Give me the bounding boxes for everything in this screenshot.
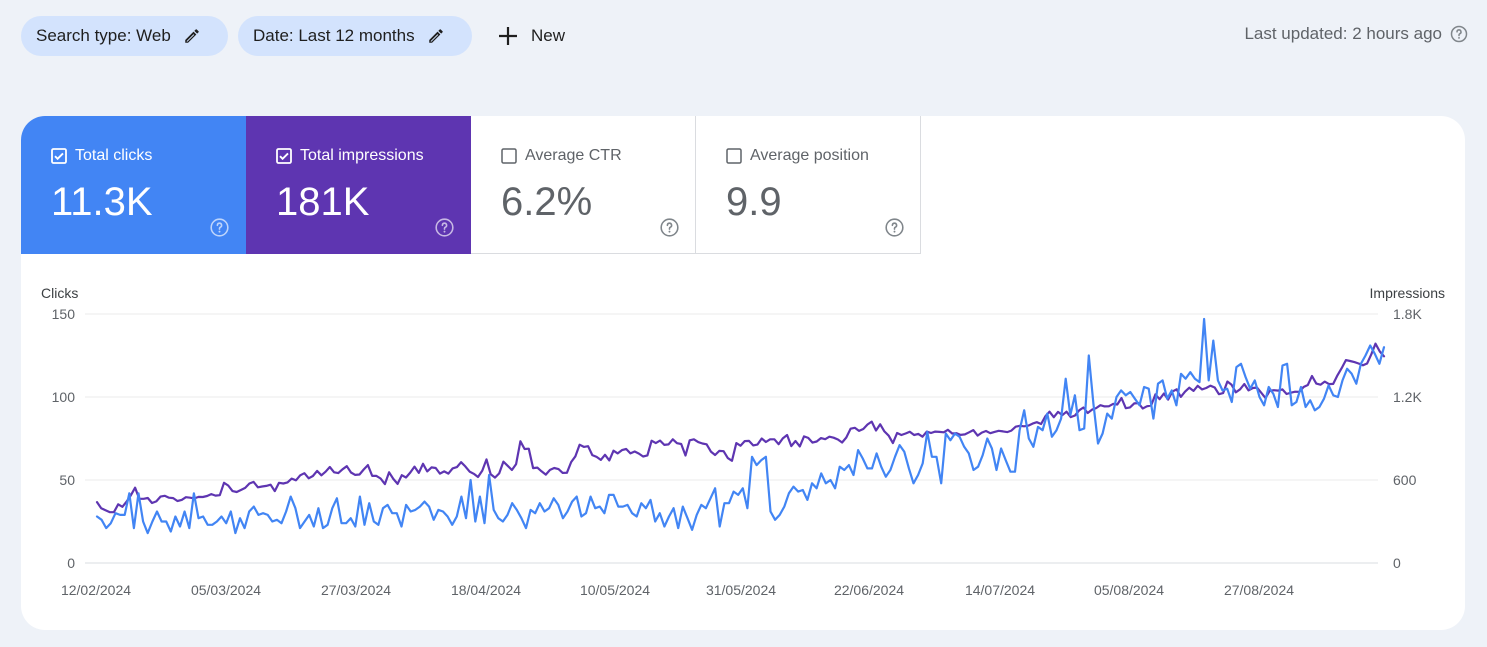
checkbox-unchecked-icon[interactable] — [501, 148, 517, 164]
help-icon[interactable] — [209, 217, 230, 238]
plus-icon — [499, 27, 517, 45]
metric-total-clicks[interactable]: Total clicks 11.3K — [21, 116, 246, 254]
search-type-filter-chip[interactable]: Search type: Web — [21, 16, 228, 56]
x-tick-label: 27/08/2024 — [1224, 582, 1294, 598]
y-right-tick-label: 600 — [1393, 472, 1417, 488]
edit-pencil-icon[interactable] — [183, 27, 201, 45]
y-right-tick-label: 1.2K — [1393, 389, 1422, 405]
y-right-tick-label: 0 — [1393, 555, 1401, 571]
y-left-tick-label: 100 — [52, 389, 76, 405]
x-tick-label: 12/02/2024 — [61, 582, 131, 598]
x-tick-label: 10/05/2024 — [580, 582, 650, 598]
metric-label: Total clicks — [75, 147, 153, 164]
help-icon[interactable] — [434, 217, 455, 238]
checkbox-unchecked-icon[interactable] — [726, 148, 742, 164]
x-tick-label: 14/07/2024 — [965, 582, 1035, 598]
impressions-series-line — [95, 342, 1386, 514]
new-filter-label: New — [531, 26, 566, 45]
help-icon[interactable] — [884, 217, 905, 238]
y-left-tick-label: 0 — [67, 555, 75, 571]
date-filter-chip[interactable]: Date: Last 12 months — [238, 16, 472, 56]
metric-value: 11.3K — [51, 180, 153, 224]
x-tick-label: 18/04/2024 — [451, 582, 521, 598]
new-filter-button[interactable]: New — [496, 22, 565, 50]
performance-line-chart: 150 1.8K 100 1.2K 50 600 0 0 Clicks Impressions 12… — [41, 285, 1445, 598]
x-tick-label: 05/08/2024 — [1094, 582, 1164, 598]
y-right-tick-label: 1.8K — [1393, 306, 1422, 322]
metric-label: Average CTR — [525, 147, 622, 164]
last-updated-text: Last updated: 2 hours ago — [1244, 24, 1442, 43]
clicks-series-line — [95, 317, 1386, 535]
metric-total-impressions[interactable]: Total impressions 181K — [246, 116, 471, 254]
metric-average-position[interactable]: Average position 9.9 — [696, 116, 921, 254]
checkbox-checked-icon[interactable] — [51, 148, 67, 164]
metric-label: Total impressions — [300, 147, 424, 164]
metric-average-ctr[interactable]: Average CTR 6.2% — [471, 116, 696, 254]
help-icon[interactable] — [1449, 24, 1469, 44]
search-type-filter-label: Search type: Web — [36, 26, 171, 45]
y-left-axis-title: Clicks — [41, 285, 78, 301]
help-icon[interactable] — [659, 217, 680, 238]
date-filter-label: Date: Last 12 months — [253, 26, 415, 45]
metric-value: 181K — [276, 180, 370, 224]
metric-value: 9.9 — [726, 180, 782, 224]
x-tick-label: 27/03/2024 — [321, 582, 391, 598]
y-left-tick-label: 50 — [59, 472, 75, 488]
last-updated-status: Last updated: 2 hours ago — [1244, 24, 1469, 44]
x-tick-label: 22/06/2024 — [834, 582, 904, 598]
edit-pencil-icon[interactable] — [427, 27, 445, 45]
x-tick-label: 31/05/2024 — [706, 582, 776, 598]
checkbox-checked-icon[interactable] — [276, 148, 292, 164]
y-right-axis-title: Impressions — [1370, 285, 1445, 301]
metric-value: 6.2% — [501, 180, 593, 224]
metric-label: Average position — [750, 147, 869, 164]
performance-card: Total clicks 11.3K Total impressions 181… — [21, 116, 1465, 630]
x-tick-label: 05/03/2024 — [191, 582, 261, 598]
y-left-tick-label: 150 — [52, 306, 76, 322]
